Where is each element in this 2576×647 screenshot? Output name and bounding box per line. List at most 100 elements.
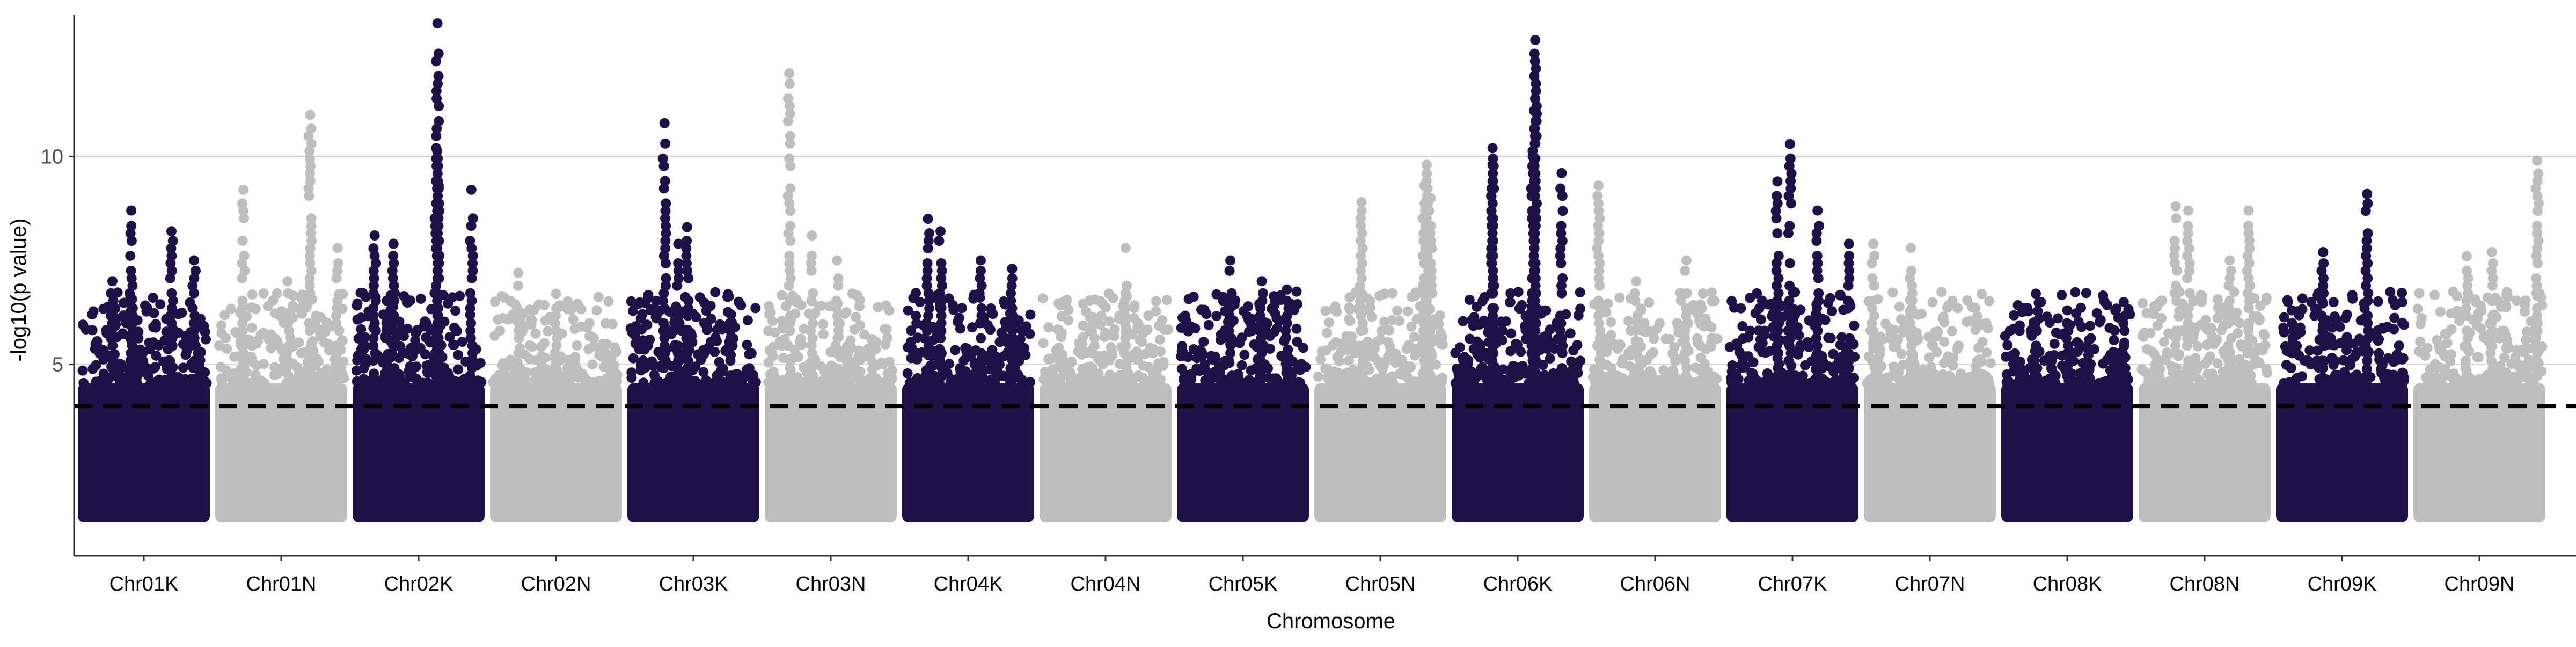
- point: [368, 378, 379, 389]
- point: [281, 355, 291, 366]
- point: [710, 287, 721, 297]
- point: [511, 310, 522, 321]
- point: [1673, 374, 1684, 384]
- point: [513, 370, 523, 381]
- point: [2432, 335, 2442, 346]
- point: [1569, 377, 1579, 388]
- point: [568, 314, 579, 325]
- point: [639, 344, 650, 355]
- point: [672, 370, 683, 381]
- point: [457, 337, 467, 347]
- point: [166, 303, 177, 314]
- point: [1736, 303, 1746, 314]
- point: [2461, 325, 2472, 336]
- point: [796, 300, 807, 310]
- point: [165, 258, 176, 268]
- point: [1411, 314, 1422, 324]
- point: [1528, 228, 1539, 239]
- point: [2342, 377, 2353, 388]
- point: [1435, 310, 1445, 321]
- point: [237, 325, 248, 336]
- point: [2397, 297, 2407, 308]
- point: [764, 345, 775, 355]
- x-tick-label-Chr07K: Chr07K: [1758, 573, 1827, 595]
- peak-point: [126, 205, 137, 216]
- point: [1970, 303, 1981, 314]
- point: [1527, 303, 1538, 314]
- point: [2061, 318, 2072, 329]
- point: [2261, 364, 2272, 374]
- point: [1631, 378, 1642, 389]
- point: [1255, 378, 1265, 389]
- point: [402, 323, 413, 334]
- point: [1593, 295, 1604, 306]
- point: [258, 359, 269, 369]
- point: [1526, 183, 1536, 194]
- point: [78, 377, 89, 388]
- point: [1614, 292, 1625, 303]
- point: [1356, 221, 1366, 231]
- point: [289, 377, 299, 388]
- point: [831, 363, 841, 374]
- point: [683, 273, 694, 283]
- point: [1697, 288, 1708, 299]
- point: [1406, 362, 1416, 373]
- point: [1238, 306, 1249, 316]
- point: [150, 322, 161, 333]
- point: [331, 348, 342, 359]
- point: [564, 376, 575, 387]
- point: [1527, 161, 1538, 171]
- point: [238, 340, 248, 351]
- point: [1246, 365, 1256, 376]
- point: [306, 123, 317, 134]
- point: [351, 365, 362, 376]
- point: [1139, 378, 1150, 389]
- point: [1970, 324, 1981, 335]
- point: [921, 325, 932, 336]
- point: [1365, 296, 1375, 307]
- point: [2397, 288, 2407, 299]
- point: [125, 355, 136, 366]
- point: [1300, 362, 1311, 373]
- point: [2209, 339, 2220, 350]
- point: [370, 325, 381, 336]
- peak-point: [1784, 139, 1795, 149]
- point: [1404, 375, 1415, 386]
- point: [1772, 228, 1783, 239]
- point: [513, 348, 524, 359]
- point: [106, 288, 116, 299]
- point: [466, 273, 477, 283]
- point: [2452, 309, 2463, 320]
- point: [1224, 265, 1235, 276]
- point: [1556, 228, 1567, 239]
- point: [1594, 318, 1605, 329]
- point: [807, 310, 817, 321]
- point: [1487, 243, 1498, 254]
- point: [2149, 301, 2160, 311]
- point: [1433, 318, 1444, 329]
- point: [1867, 355, 1877, 366]
- peak-point: [1556, 168, 1567, 178]
- point: [2347, 293, 2358, 304]
- point: [1052, 324, 1063, 335]
- point: [1948, 360, 1958, 371]
- point: [1594, 265, 1605, 276]
- point: [238, 355, 248, 366]
- x-tick-label-Chr02K: Chr02K: [384, 573, 453, 595]
- point: [1425, 221, 1436, 231]
- point: [1487, 236, 1498, 246]
- point: [1063, 304, 1074, 315]
- point: [1556, 221, 1567, 231]
- point: [1488, 273, 1499, 283]
- peak-point: [1843, 238, 1854, 249]
- point: [691, 312, 701, 323]
- point: [1811, 303, 1822, 314]
- point-band-Chr02K: [353, 383, 485, 523]
- point: [907, 345, 918, 355]
- point: [1203, 319, 1214, 330]
- point: [1151, 368, 1161, 379]
- point: [2397, 317, 2407, 328]
- point: [1426, 318, 1437, 329]
- point: [2094, 317, 2105, 328]
- point: [389, 258, 399, 268]
